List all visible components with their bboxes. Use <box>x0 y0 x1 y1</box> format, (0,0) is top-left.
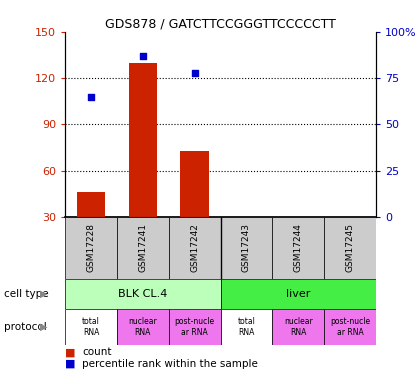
Bar <box>324 309 376 345</box>
Bar <box>272 217 324 279</box>
Text: GSM17242: GSM17242 <box>190 223 199 272</box>
Text: GSM17228: GSM17228 <box>87 223 95 272</box>
Text: protocol: protocol <box>4 322 47 332</box>
Bar <box>65 217 117 279</box>
Text: post-nucle
ar RNA: post-nucle ar RNA <box>330 318 370 337</box>
Bar <box>117 217 169 279</box>
Bar <box>65 279 220 309</box>
Bar <box>169 309 220 345</box>
Text: GSM17244: GSM17244 <box>294 223 303 272</box>
Text: liver: liver <box>286 289 310 299</box>
Text: BLK CL.4: BLK CL.4 <box>118 289 168 299</box>
Text: ▶: ▶ <box>40 289 48 299</box>
Bar <box>129 63 157 217</box>
Text: GSM17245: GSM17245 <box>346 223 354 272</box>
Bar <box>324 217 376 279</box>
Bar <box>180 150 209 217</box>
Text: ■: ■ <box>65 347 76 357</box>
Bar <box>272 309 324 345</box>
Text: ■: ■ <box>65 359 76 369</box>
Bar <box>169 217 220 279</box>
Text: GSM17241: GSM17241 <box>138 223 147 272</box>
Text: nuclear
RNA: nuclear RNA <box>284 318 312 337</box>
Bar <box>77 192 105 217</box>
Bar <box>65 309 117 345</box>
Text: total
RNA: total RNA <box>237 318 255 337</box>
Point <box>139 53 146 59</box>
Text: post-nucle
ar RNA: post-nucle ar RNA <box>175 318 215 337</box>
Title: GDS878 / GATCTTCCGGGTTCCCCCTT: GDS878 / GATCTTCCGGGTTCCCCCTT <box>105 18 336 31</box>
Text: ▶: ▶ <box>40 322 48 332</box>
Bar <box>220 217 272 279</box>
Bar <box>117 309 169 345</box>
Point <box>191 69 198 75</box>
Text: nuclear
RNA: nuclear RNA <box>129 318 157 337</box>
Text: percentile rank within the sample: percentile rank within the sample <box>82 359 258 369</box>
Text: cell type: cell type <box>4 289 49 299</box>
Bar <box>220 309 272 345</box>
Text: count: count <box>82 347 111 357</box>
Text: GSM17243: GSM17243 <box>242 223 251 272</box>
Bar <box>220 279 376 309</box>
Text: total
RNA: total RNA <box>82 318 100 337</box>
Point <box>88 94 94 100</box>
